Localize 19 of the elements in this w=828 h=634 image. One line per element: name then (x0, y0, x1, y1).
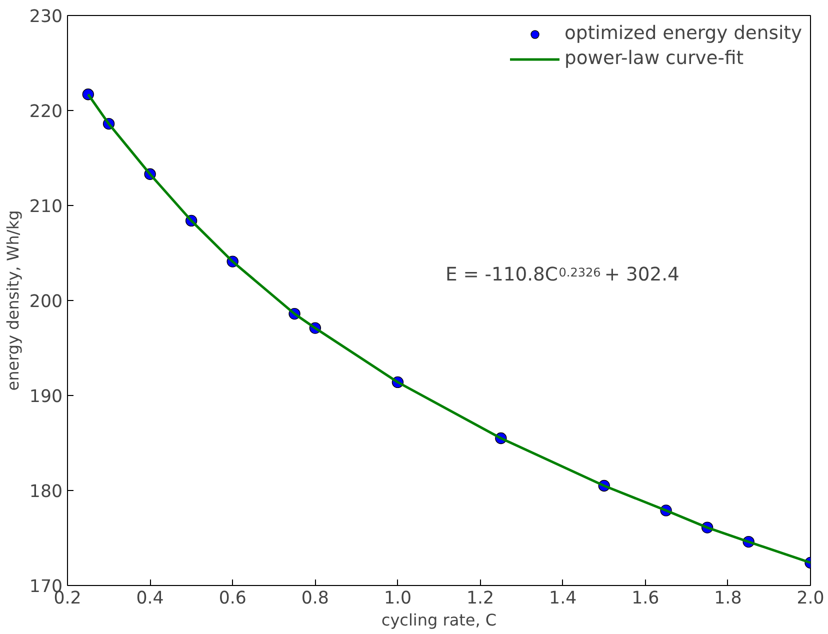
x-tick-label: 1.8 (714, 588, 742, 608)
x-tick-label: 0.8 (301, 588, 329, 608)
y-tick-label: 200 (29, 292, 63, 312)
x-axis-title: cycling rate, C (381, 610, 497, 630)
x-tick-label: 1.2 (466, 588, 494, 608)
y-tick-label: 210 (29, 197, 63, 217)
legend-label: optimized energy density (564, 23, 802, 44)
y-tick-label: 180 (29, 482, 63, 502)
y-tick-label: 220 (29, 102, 63, 122)
x-tick-label: 2.0 (796, 588, 824, 608)
y-tick-label: 230 (29, 7, 63, 27)
x-tick-label: 1.0 (384, 588, 412, 608)
x-tick-label: 1.6 (632, 588, 660, 608)
x-tick-label: 0.6 (218, 588, 246, 608)
y-axis-title: energy density, Wh/kg (3, 210, 22, 391)
x-tick-label: 0.4 (136, 588, 164, 608)
legend-label: power-law curve-fit (564, 48, 744, 69)
x-tick-label: 1.4 (549, 588, 577, 608)
y-tick-label: 190 (29, 387, 63, 407)
